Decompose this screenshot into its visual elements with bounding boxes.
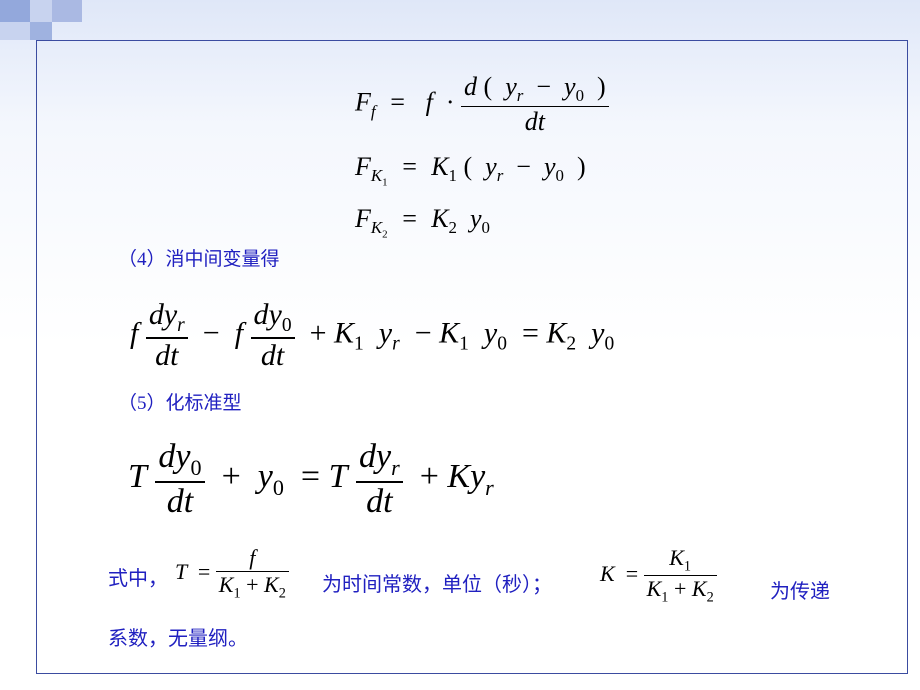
sym-F: F: [355, 88, 371, 117]
equation-FK1: FK1 = K1 ( yr − y0 ): [355, 152, 586, 189]
equation-FK2: FK2 = K2 y0: [355, 204, 490, 241]
annotation-step5: （5）化标准型: [118, 388, 242, 415]
equation-Kdef: K = K1 K1 + K2: [600, 545, 717, 607]
annotation-time-constant: 为时间常数，单位（秒）；: [322, 568, 552, 597]
equation-step4: f dyr dt − f dy0 dt + K1 yr − K1 y0 = K2…: [130, 298, 614, 373]
annotation-line2: 系数，无量纲。: [108, 622, 248, 651]
corner-decoration: [0, 0, 140, 40]
equation-Tdef: T = f K1 + K2: [175, 545, 289, 602]
slide-canvas: Ff = f · d ( yr − y0 ) dt FK1 = K1 ( yr …: [0, 0, 920, 690]
annotation-step4: （4）消中间变量得: [118, 244, 280, 271]
annotation-transfer: 为传递: [770, 575, 830, 604]
equation-step5: T dy0 dt + y0 = T dyr dt + Kyr: [128, 438, 494, 521]
equation-Ff: Ff = f · d ( yr − y0 ) dt: [355, 72, 609, 137]
annotation-where: 式中，: [108, 562, 168, 591]
